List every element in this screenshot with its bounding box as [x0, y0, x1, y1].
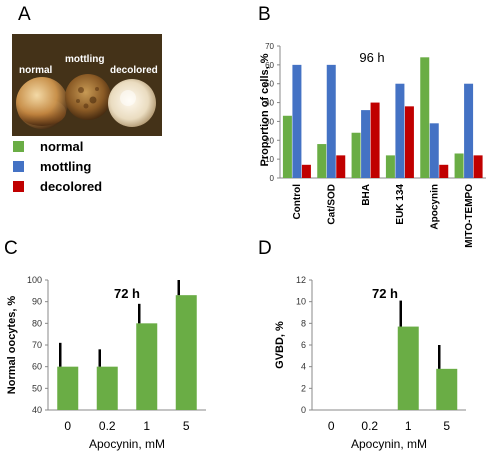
b-bar-mottling [464, 83, 474, 178]
b-bar-normal [420, 57, 430, 178]
legend-label-mottling: mottling [40, 159, 91, 174]
b-y-tick-label: 50 [265, 80, 274, 89]
panel-letter-d: D [258, 238, 272, 259]
b-y-tick-label: 70 [265, 42, 274, 51]
b-bar-decolored [370, 102, 380, 178]
d-y-tick-label: 4 [301, 362, 306, 372]
b-category-label: Cat/SOD [327, 184, 338, 225]
chart-c: 40 50 60 70 80 90 100 0 0.2 1 5 72 h Normal oocytes,… [6, 275, 206, 451]
c-y-tick-label: 50 [32, 383, 42, 393]
d-y-tick-label: 10 [296, 297, 306, 307]
d-y-tick-label: 8 [301, 318, 306, 328]
b-bar-decolored [439, 164, 449, 178]
b-y-axis-title: Proportion of cells, % [259, 53, 271, 166]
d-x-tick-label: 1 [405, 419, 412, 433]
c-y-tick-label: 70 [32, 340, 42, 350]
photo-label-decolored: decolored [110, 65, 158, 76]
d-y-tick-label: 2 [301, 383, 306, 393]
b-bar-normal [454, 153, 464, 178]
photo-label-mottling: mottling [65, 54, 104, 65]
c-y-tick-label: 60 [32, 362, 42, 372]
c-bar [175, 295, 197, 410]
b-bar-mottling [326, 64, 336, 178]
b-y-tick-label: 0 [270, 174, 275, 183]
panel-letter-a: A [18, 4, 31, 25]
legend-swatch-decolored [13, 181, 24, 192]
b-category-label: BHA [361, 184, 372, 206]
oocyte-normal [16, 77, 68, 129]
chart-d: 0 2 4 6 8 10 12 0 0.2 1 5 72 h GVBD, % Apocynin, mM [274, 275, 466, 451]
c-bar [57, 366, 79, 410]
c-x-tick-label: 1 [143, 419, 150, 433]
c-y-tick-label: 80 [32, 318, 42, 328]
b-bar-mottling [429, 123, 439, 178]
oocyte-decolored [108, 79, 156, 127]
panel-letter-c: C [4, 238, 18, 259]
b-category-label: EUK 134 [395, 184, 406, 225]
c-bar [136, 323, 158, 410]
d-bar [397, 326, 419, 410]
c-y-tick-label: 90 [32, 297, 42, 307]
b-y-tick-label: 60 [265, 61, 274, 70]
d-y-tick-label: 6 [301, 340, 306, 350]
b-bar-normal [282, 115, 292, 178]
c-x-tick-label: 0 [64, 419, 71, 433]
c-time-annotation: 72 h [114, 286, 140, 301]
d-y-tick-label: 0 [301, 405, 306, 415]
c-bar [96, 366, 118, 410]
photo-label-normal: normal [19, 65, 53, 76]
c-x-axis-title: Apocynin, mM [89, 437, 165, 451]
b-bar-normal [317, 144, 327, 178]
b-time-annotation: 96 h [359, 50, 384, 65]
b-y-tick-label: 10 [265, 155, 274, 164]
c-x-tick-label: 0.2 [99, 419, 116, 433]
legend-label-decolored: decolored [40, 179, 102, 194]
b-bar-mottling [361, 110, 371, 178]
b-bar-normal [351, 132, 361, 178]
d-y-axis-title: GVBD, % [274, 321, 286, 369]
c-x-tick-label: 5 [183, 419, 190, 433]
b-bar-decolored [301, 164, 311, 178]
legend: normal mottling decolored [13, 139, 102, 194]
b-y-tick-label: 30 [265, 117, 274, 126]
panel-letter-b: B [258, 4, 271, 25]
b-category-label: MITO-TEMPO [464, 184, 475, 248]
oocyte-mottling [65, 74, 111, 120]
legend-label-normal: normal [40, 139, 83, 154]
d-x-tick-label: 0 [328, 419, 335, 433]
c-y-axis-title: Normal oocytes, % [6, 296, 18, 395]
chart-b: 0 10 20 30 40 50 60 70 Control Cat/SOD BHA EUK 134 A… [259, 42, 486, 248]
d-time-annotation: 72 h [372, 286, 398, 301]
legend-swatch-normal [13, 141, 24, 152]
b-bar-mottling [292, 64, 302, 178]
d-x-tick-label: 0.2 [361, 419, 378, 433]
d-bar [436, 368, 458, 410]
b-category-label: Control [292, 184, 303, 220]
c-y-tick-label: 40 [32, 405, 42, 415]
b-bar-decolored [473, 155, 483, 178]
c-y-tick-label: 100 [27, 275, 42, 285]
d-x-tick-label: 5 [443, 419, 450, 433]
b-bar-decolored [404, 106, 414, 178]
b-bar-decolored [336, 155, 346, 178]
b-y-tick-label: 20 [265, 136, 274, 145]
b-y-tick-label: 40 [265, 99, 274, 108]
d-y-tick-label: 12 [296, 275, 306, 285]
oocyte-photo: normal mottling decolored [12, 34, 162, 136]
b-bar-normal [385, 155, 395, 178]
b-category-label: Apocynin [430, 184, 441, 230]
b-bar-mottling [395, 83, 405, 178]
legend-swatch-mottling [13, 161, 24, 172]
d-x-axis-title: Apocynin, mM [351, 437, 427, 451]
